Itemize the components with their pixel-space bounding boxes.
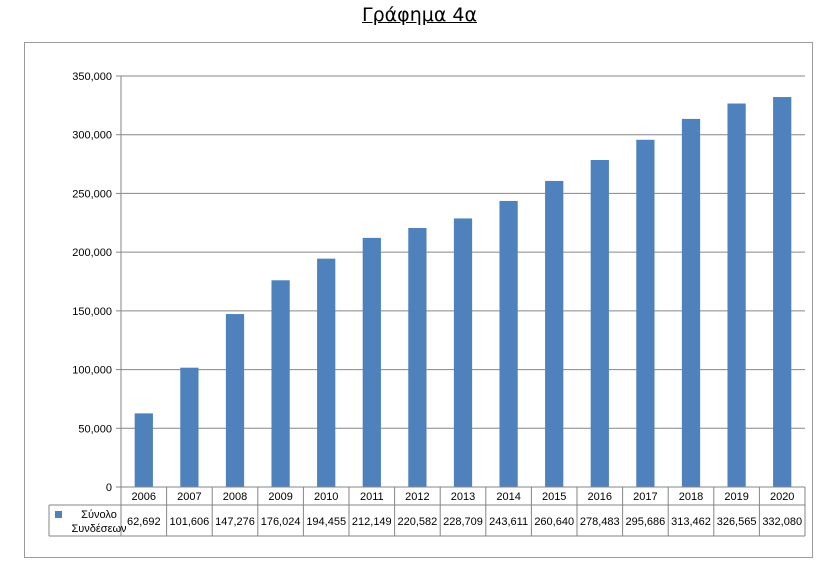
chart-title: Γράφημα 4α bbox=[361, 4, 477, 26]
x-category-label: 2010 bbox=[314, 491, 338, 503]
legend-label: Συνδέσεων bbox=[71, 523, 127, 535]
bar bbox=[636, 139, 655, 487]
bar bbox=[225, 314, 245, 487]
y-tick-label: 250,000 bbox=[72, 188, 112, 200]
bar bbox=[362, 237, 381, 487]
x-category-label: 2008 bbox=[223, 491, 247, 503]
x-category-label: 2007 bbox=[177, 491, 201, 503]
x-category-label: 2017 bbox=[633, 491, 657, 503]
x-category-label: 2018 bbox=[679, 491, 703, 503]
data-label: 147,276 bbox=[215, 516, 255, 528]
y-tick-label: 300,000 bbox=[72, 130, 112, 142]
data-label: 260,640 bbox=[534, 516, 574, 528]
y-axis-tick-labels: 0 50,000 100,000 150,000 200,000 250,000 300,0… bbox=[72, 71, 112, 494]
y-tick-label: 0 bbox=[106, 482, 112, 494]
data-label: 295,686 bbox=[626, 516, 666, 528]
x-category-label: 2016 bbox=[588, 491, 612, 503]
data-table: 2006 2007 2008 2009 2010 2011 2012 2013 2014 2015… bbox=[48, 487, 806, 537]
data-label: 194,455 bbox=[306, 516, 346, 528]
legend-swatch bbox=[55, 511, 62, 518]
x-category-label: 2020 bbox=[770, 491, 794, 503]
y-tick-label: 350,000 bbox=[72, 71, 112, 83]
bar bbox=[545, 180, 564, 487]
chart-frame: 0 50,000 100,000 150,000 200,000 250,000 300,0… bbox=[24, 42, 813, 558]
x-category-label: 2014 bbox=[496, 491, 520, 503]
data-label: 101,606 bbox=[170, 516, 210, 528]
axes bbox=[116, 75, 805, 488]
bar bbox=[499, 200, 518, 487]
bar bbox=[271, 280, 290, 487]
data-label: 243,611 bbox=[489, 516, 528, 528]
x-category-label: 2009 bbox=[268, 491, 292, 503]
bar bbox=[317, 258, 336, 487]
data-label: 62,692 bbox=[127, 516, 161, 528]
bar bbox=[180, 367, 199, 487]
bar bbox=[453, 218, 473, 487]
bar bbox=[681, 118, 701, 487]
bar bbox=[134, 413, 153, 487]
x-category-label: 2012 bbox=[405, 491, 429, 503]
data-label: 176,024 bbox=[261, 516, 301, 528]
y-tick-label: 150,000 bbox=[72, 306, 112, 318]
data-label: 313,462 bbox=[671, 516, 711, 528]
bar bbox=[590, 159, 609, 487]
bar bbox=[773, 97, 792, 487]
data-label: 278,483 bbox=[580, 516, 620, 528]
bar bbox=[727, 103, 746, 488]
y-tick-label: 100,000 bbox=[72, 365, 112, 377]
x-category-label: 2006 bbox=[132, 491, 156, 503]
x-category-label: 2015 bbox=[542, 491, 566, 503]
bars bbox=[134, 97, 792, 488]
x-category-label: 2019 bbox=[724, 491, 748, 503]
data-label: 220,582 bbox=[398, 516, 438, 528]
data-label: 228,709 bbox=[443, 516, 483, 528]
y-tick-label: 200,000 bbox=[72, 247, 112, 259]
data-label: 332,080 bbox=[762, 516, 802, 528]
bar-chart: 0 50,000 100,000 150,000 200,000 250,000 300,0… bbox=[48, 71, 806, 537]
data-label: 326,565 bbox=[717, 516, 757, 528]
y-tick-label: 50,000 bbox=[78, 423, 112, 435]
x-category-label: 2011 bbox=[360, 491, 384, 503]
data-label: 212,149 bbox=[352, 516, 392, 528]
legend-label: Σύνολο bbox=[81, 509, 117, 521]
x-category-label: 2013 bbox=[451, 491, 475, 503]
bar bbox=[408, 227, 427, 488]
